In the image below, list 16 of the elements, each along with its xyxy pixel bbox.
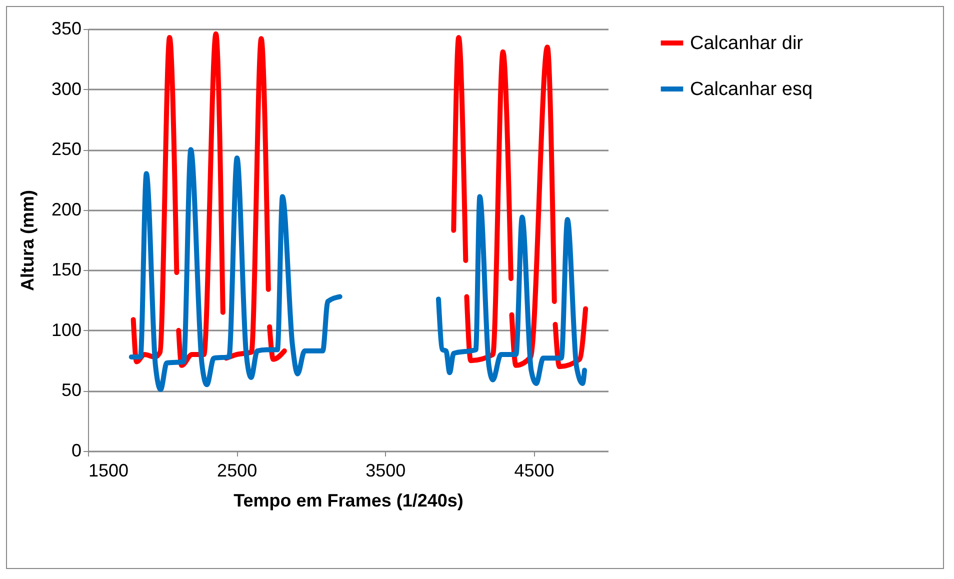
x-axis-title: Tempo em Frames (1/240s) xyxy=(234,490,464,510)
legend-label: Calcanhar esq xyxy=(690,79,813,100)
y-tick-label: 0 xyxy=(71,440,82,460)
y-tick-label: 250 xyxy=(51,139,82,160)
x-tick-label: 1500 xyxy=(88,460,129,480)
y-tick-label: 350 xyxy=(51,18,82,38)
y-tick-label: 50 xyxy=(61,380,82,400)
y-tick-label: 150 xyxy=(51,260,82,280)
x-tick-label: 3500 xyxy=(366,460,406,480)
x-tick-label: 4500 xyxy=(514,460,554,480)
y-tick-label: 200 xyxy=(51,199,82,220)
y-tick-label: 100 xyxy=(51,320,82,340)
x-tick-label: 2500 xyxy=(217,460,258,480)
y-axis-title: Altura (mm) xyxy=(17,190,38,292)
legend-label: Calcanhar dir xyxy=(690,33,804,54)
y-tick-label: 300 xyxy=(51,78,82,99)
